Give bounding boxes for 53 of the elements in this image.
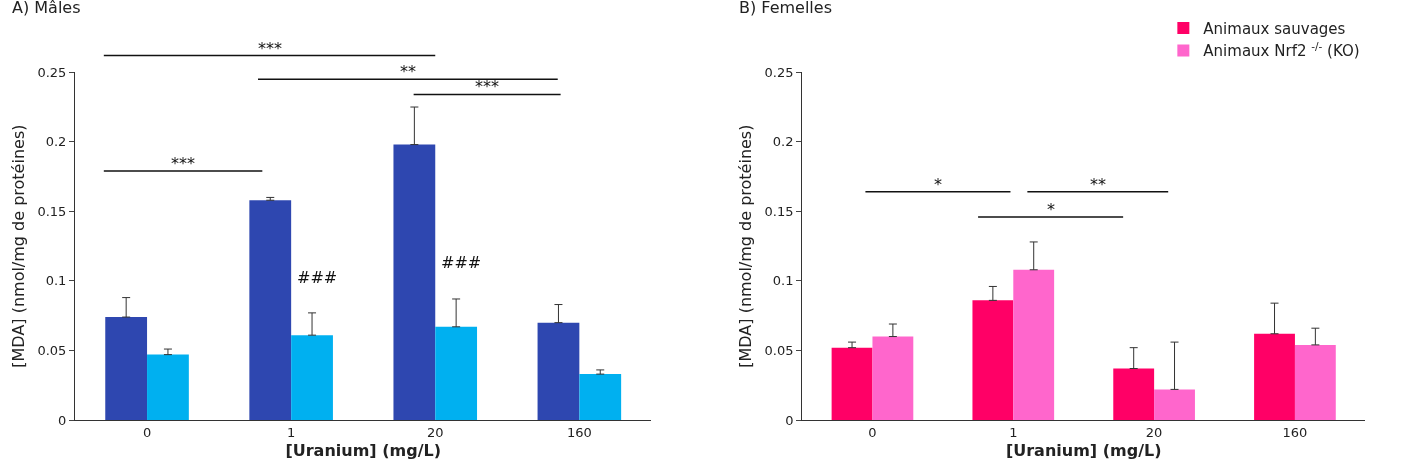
annotation: *** [475, 77, 499, 96]
bar [831, 347, 873, 420]
annotation: ** [1090, 175, 1106, 194]
bar [537, 322, 580, 420]
bar [579, 374, 622, 420]
bar [972, 300, 1014, 420]
annotation: ### [297, 268, 338, 287]
y-tick-label: 0.05 [37, 343, 67, 358]
bar [147, 354, 189, 420]
bar [393, 144, 436, 420]
y-tick-label: 0.15 [764, 203, 794, 219]
bar [1254, 333, 1295, 420]
y-tick-label: 0.1 [45, 273, 67, 289]
y-tick-label: 0.25 [764, 64, 794, 80]
y-axis-title: [MDA] (nmol/mg de protéines) [736, 124, 756, 368]
chart-title: A) Mâles [12, 0, 81, 17]
x-tick-label: 160 [1282, 424, 1308, 440]
y-tick-label: 0.2 [45, 134, 67, 150]
text: *** [258, 39, 282, 58]
bar [1154, 389, 1195, 420]
y-tick-label: 0.2 [772, 134, 794, 150]
x-axis-title: [Uranium] (mg/L) [1005, 441, 1162, 461]
annotation: * [934, 175, 942, 194]
legend-label: Animaux Nrf2 $^{-/-}$ (KO) [1203, 40, 1360, 61]
x-tick-label: 20 [1145, 424, 1163, 440]
y-tick-label: 0 [58, 412, 67, 428]
bar [435, 326, 478, 420]
legend-label: Animaux sauvages [1203, 19, 1346, 38]
annotation: * [1047, 200, 1055, 219]
y-tick-label: 0.05 [764, 343, 794, 358]
x-tick-label: 0 [868, 424, 877, 440]
bar [1113, 368, 1155, 420]
annotation: ** [400, 62, 416, 81]
y-tick-label: 0.15 [37, 203, 67, 219]
y-tick-label: 0.1 [772, 273, 794, 289]
bar [1294, 344, 1336, 420]
y-tick-label: 0.25 [37, 64, 67, 80]
annotation: *** [171, 154, 195, 173]
y-tick-label: 0 [785, 412, 794, 428]
bar [1013, 269, 1055, 420]
bar [105, 317, 148, 420]
x-tick-label: 0 [142, 424, 152, 440]
x-tick-label: 1 [1009, 424, 1018, 440]
x-tick-label: 20 [426, 424, 444, 440]
x-axis-title: [Uranium] (mg/L) [285, 441, 441, 461]
x-tick-label: 1 [287, 424, 296, 440]
bar [872, 336, 914, 420]
bar [291, 335, 333, 420]
x-tick-label: 160 [566, 424, 592, 440]
annotation: ### [441, 253, 482, 272]
y-axis-title: [MDA] (nmol/mg de protéines) [9, 124, 29, 368]
bar [249, 200, 292, 420]
chart-title: B) Femelles [739, 0, 832, 17]
